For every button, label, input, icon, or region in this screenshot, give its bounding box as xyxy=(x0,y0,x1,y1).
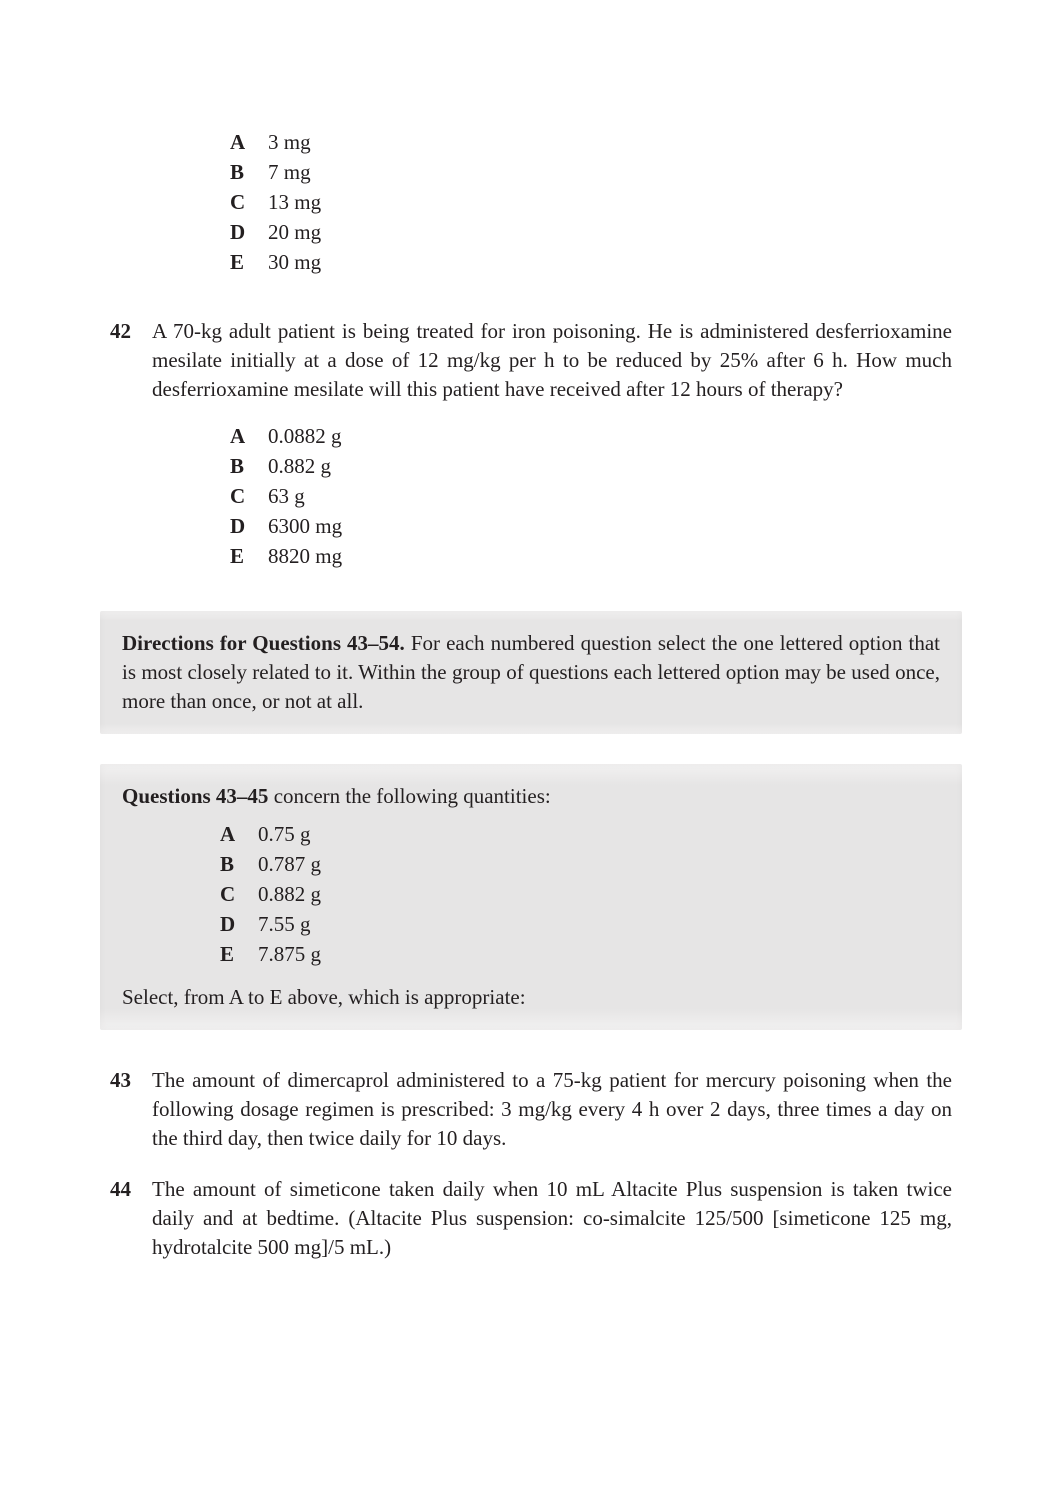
option-letter: B xyxy=(230,158,268,187)
option-text: 7.875 g xyxy=(258,940,321,969)
question-43: 43 The amount of dimercaprol administere… xyxy=(110,1066,952,1153)
directions-bold: Directions for Questions 43–54. xyxy=(122,631,405,655)
select-instruction: Select, from A to E above, which is appr… xyxy=(122,983,940,1012)
option-text: 3 mg xyxy=(268,128,311,157)
option-row: D 20 mg xyxy=(230,218,952,247)
directions-text: Directions for Questions 43–54. For each… xyxy=(122,629,940,716)
group-intro: Questions 43–45 concern the following qu… xyxy=(122,782,940,811)
option-row: D 7.55 g xyxy=(220,910,940,939)
option-text: 0.0882 g xyxy=(268,422,342,451)
question-text: The amount of simeticone taken daily whe… xyxy=(152,1175,952,1262)
question-text: A 70-kg adult patient is being treated f… xyxy=(152,317,952,404)
option-letter: B xyxy=(230,452,268,481)
question-44: 44 The amount of simeticone taken daily … xyxy=(110,1175,952,1262)
option-text: 7 mg xyxy=(268,158,311,187)
option-text: 63 g xyxy=(268,482,305,511)
option-letter: B xyxy=(220,850,258,879)
option-row: C 63 g xyxy=(230,482,952,511)
option-row: A 0.75 g xyxy=(220,820,940,849)
option-letter: A xyxy=(220,820,258,849)
directions-box: Directions for Questions 43–54. For each… xyxy=(100,611,962,734)
option-text: 20 mg xyxy=(268,218,321,247)
group-intro-bold: Questions 43–45 xyxy=(122,784,268,808)
option-letter: D xyxy=(230,512,268,541)
group-box: Questions 43–45 concern the following qu… xyxy=(100,764,962,1031)
option-letter: D xyxy=(220,910,258,939)
option-text: 0.882 g xyxy=(268,452,331,481)
option-row: E 30 mg xyxy=(230,248,952,277)
option-row: B 7 mg xyxy=(230,158,952,187)
group-options: A 0.75 g B 0.787 g C 0.882 g D 7.55 g E … xyxy=(220,820,940,969)
question-text: The amount of dimercaprol administered t… xyxy=(152,1066,952,1153)
option-text: 6300 mg xyxy=(268,512,342,541)
option-letter: D xyxy=(230,218,268,247)
option-row: D 6300 mg xyxy=(230,512,952,541)
option-letter: C xyxy=(230,188,268,217)
group-intro-rest: concern the following quantities: xyxy=(268,784,550,808)
option-letter: C xyxy=(230,482,268,511)
q42-options: A 0.0882 g B 0.882 g C 63 g D 6300 mg E … xyxy=(230,422,952,571)
q41-options: A 3 mg B 7 mg C 13 mg D 20 mg E 30 mg xyxy=(230,128,952,277)
option-row: C 13 mg xyxy=(230,188,952,217)
option-row: B 0.882 g xyxy=(230,452,952,481)
option-row: B 0.787 g xyxy=(220,850,940,879)
option-letter: E xyxy=(220,940,258,969)
question-number: 44 xyxy=(110,1175,152,1262)
question-number: 42 xyxy=(110,317,152,404)
option-text: 0.75 g xyxy=(258,820,311,849)
option-text: 0.882 g xyxy=(258,880,321,909)
option-letter: A xyxy=(230,128,268,157)
option-row: C 0.882 g xyxy=(220,880,940,909)
option-row: E 7.875 g xyxy=(220,940,940,969)
option-letter: A xyxy=(230,422,268,451)
question-number: 43 xyxy=(110,1066,152,1153)
option-text: 0.787 g xyxy=(258,850,321,879)
option-letter: C xyxy=(220,880,258,909)
option-letter: E xyxy=(230,542,268,571)
option-text: 8820 mg xyxy=(268,542,342,571)
option-text: 13 mg xyxy=(268,188,321,217)
option-letter: E xyxy=(230,248,268,277)
option-row: A 3 mg xyxy=(230,128,952,157)
question-42: 42 A 70-kg adult patient is being treate… xyxy=(110,317,952,404)
option-row: A 0.0882 g xyxy=(230,422,952,451)
option-text: 30 mg xyxy=(268,248,321,277)
option-text: 7.55 g xyxy=(258,910,311,939)
option-row: E 8820 mg xyxy=(230,542,952,571)
